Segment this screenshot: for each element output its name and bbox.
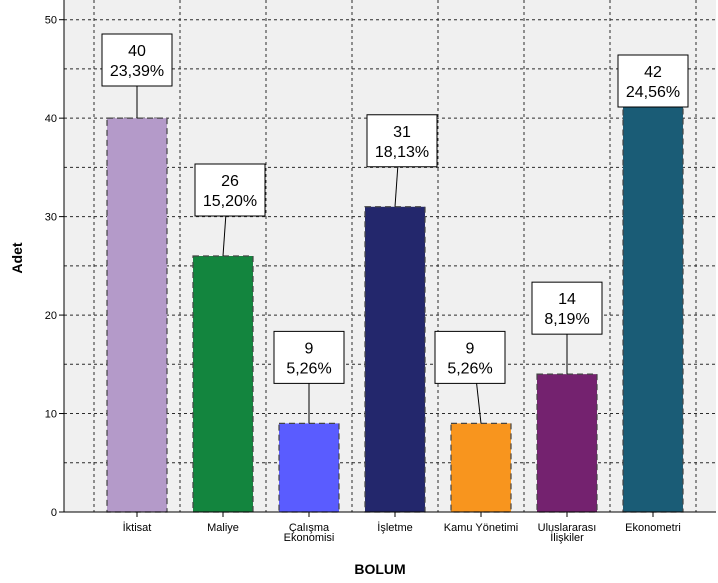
bar (622, 97, 684, 513)
data-label-count: 31 (393, 124, 411, 141)
x-tick-label-line: Uluslararası (538, 522, 597, 534)
y-tick-label: 30 (45, 212, 57, 224)
y-tick-label: 0 (51, 507, 57, 519)
x-axis-ticks: İktisat Maliye Çalışma Ekonomisi İşletme Kamu… (123, 512, 681, 544)
x-tick-label: İşletme (377, 521, 412, 534)
data-label-percent: 18,13% (375, 144, 429, 161)
callout-box (273, 330, 345, 384)
y-tick-label: 50 (45, 15, 57, 27)
y-tick-label: 40 (45, 113, 57, 125)
data-label-percent: 24,56% (626, 84, 680, 101)
y-axis-ticks: 0 10 20 30 40 50 (45, 15, 64, 519)
x-axis-title: BOLUM (354, 561, 405, 577)
bar (278, 422, 340, 513)
data-label-count: 9 (305, 340, 314, 357)
callout-box (194, 163, 266, 217)
data-label-count: 26 (221, 173, 239, 190)
x-tick-label-line: Maliye (207, 522, 239, 534)
data-label-percent: 5,26% (286, 360, 331, 377)
x-tick-label: Kamu Yönetimi (444, 522, 518, 534)
bar (192, 255, 254, 513)
x-tick-label: Maliye (207, 522, 239, 534)
x-tick-label-line: İşletme (377, 521, 412, 534)
bar (364, 206, 426, 513)
y-tick-label: 20 (45, 310, 57, 322)
data-label-count: 9 (466, 340, 475, 357)
bar (106, 117, 168, 513)
data-label-percent: 23,39% (110, 63, 164, 80)
x-tick-label-line: Ekonomisi (284, 532, 335, 544)
y-axis-title: Adet (9, 242, 25, 273)
callout-leader (222, 215, 227, 257)
x-tick-label-line: Çalışma (289, 522, 330, 534)
x-tick-label-line: İlişkiler (550, 531, 584, 544)
data-label-percent: 5,26% (447, 360, 492, 377)
callout-box (434, 330, 506, 384)
callout-leader (394, 166, 399, 207)
value-callouts: 40 23,39% 26 15,20% 9 5,26% 31 18,13% 9 5,26% 14 8,… (101, 33, 689, 424)
callout-box (531, 281, 603, 335)
data-label-count: 40 (128, 43, 146, 60)
callout-box (617, 54, 689, 108)
x-tick-label-line: İktisat (123, 521, 152, 534)
data-label-count: 42 (644, 64, 662, 81)
bar (450, 422, 512, 513)
x-tick-label: Çalışma Ekonomisi (284, 522, 335, 544)
data-label-percent: 15,20% (203, 193, 257, 210)
x-tick-label: İktisat (123, 521, 152, 534)
x-tick-label-line: Ekonometri (625, 522, 681, 534)
callout-box (101, 33, 173, 87)
x-tick-label: Uluslararası İlişkiler (538, 522, 597, 544)
x-tick-label: Ekonometri (625, 522, 681, 534)
bar (536, 373, 598, 513)
callout-leader (476, 383, 482, 424)
data-label-percent: 8,19% (544, 311, 589, 328)
data-label-count: 14 (558, 291, 576, 308)
x-tick-label-line: Kamu Yönetimi (444, 522, 518, 534)
callout-box (366, 114, 438, 168)
y-tick-label: 10 (45, 409, 57, 421)
